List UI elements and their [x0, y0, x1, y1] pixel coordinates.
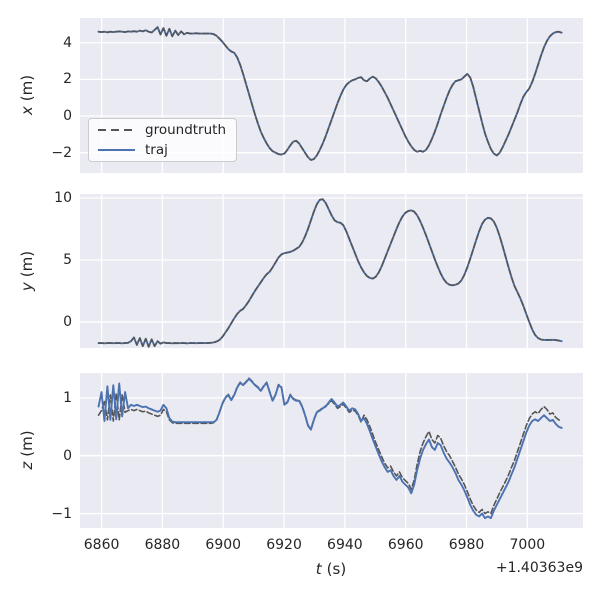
y-axis-label-y: y (m) — [17, 229, 37, 313]
groundtruth-dashed-line-swatch — [98, 129, 135, 131]
traj-line — [97, 377, 563, 520]
legend-label-groundtruth: groundtruth — [145, 121, 227, 138]
traj-solid-line-swatch — [98, 148, 135, 152]
plot-background — [80, 194, 583, 348]
x-tick-label: 6880 — [144, 537, 181, 553]
y-tick-label: 2 — [63, 71, 72, 88]
ylabel-z-var: z — [18, 461, 36, 470]
y-tick-label: 0 — [63, 313, 72, 330]
ylabel-y-var: y — [18, 282, 36, 292]
groundtruth-line — [97, 377, 563, 515]
y-tick-label: 1 — [63, 389, 72, 406]
xlabel-var: t — [315, 560, 322, 578]
x-tick-label: 6920 — [266, 537, 302, 553]
y-tick-label: 0 — [63, 108, 72, 125]
y-tick-label: −1 — [51, 505, 72, 522]
y-tick-label: −2 — [51, 144, 72, 161]
y-tick-label: 0 — [63, 447, 72, 464]
legend-item-traj: traj — [98, 142, 236, 159]
x-tick-label: 6960 — [387, 537, 424, 553]
y-tick-label: 4 — [63, 34, 72, 51]
y-axis-label-z: z (m) — [17, 408, 37, 492]
groundtruth-line — [97, 26, 563, 161]
y-tick-label: 10 — [54, 189, 72, 206]
xlabel-unit: (s) — [326, 560, 347, 578]
x-tick-label: 7000 — [509, 537, 546, 553]
x-tick-label: 6900 — [205, 537, 242, 553]
y-tick-label: 5 — [63, 251, 72, 268]
subplot-y-plot-area — [80, 194, 583, 348]
groundtruth-line — [97, 198, 563, 348]
ylabel-x-var: x — [18, 106, 36, 116]
legend: groundtruth traj — [88, 118, 237, 162]
legend-label-traj: traj — [145, 141, 168, 158]
x-tick-label: 6980 — [448, 537, 485, 553]
ylabel-z-unit: (m) — [18, 430, 36, 457]
plot-background — [80, 373, 583, 528]
ylabel-x-unit: (m) — [18, 74, 36, 102]
x-tick-label: 6940 — [327, 537, 363, 553]
x-axis-label: t (s) — [231, 560, 431, 578]
subplot-z-plot-area — [80, 373, 583, 528]
legend-item-groundtruth: groundtruth — [98, 122, 236, 139]
ylabel-y-unit: (m) — [18, 250, 36, 278]
x-tick-label: 6860 — [83, 537, 120, 553]
y-axis-label-x: x (m) — [17, 53, 37, 137]
axis-offset-text: +1.40363e9 — [495, 560, 583, 576]
